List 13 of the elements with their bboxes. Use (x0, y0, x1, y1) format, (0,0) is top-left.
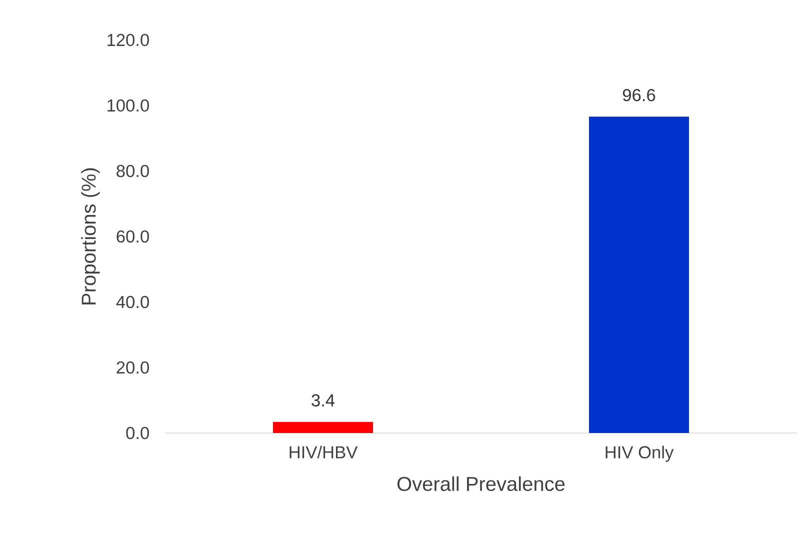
y-tick-label: 60.0 (116, 230, 149, 243)
y-tick-label: 20.0 (116, 361, 149, 374)
y-tick-label: 120.0 (108, 34, 149, 46)
data-label: 96.6 (622, 88, 656, 102)
y-tick-label: 80.0 (116, 164, 149, 178)
data-label: 3.4 (312, 394, 335, 406)
x-tick-label: HIV Only (606, 446, 674, 462)
x-tick-label: HIV/HBV (290, 446, 358, 458)
y-tick-label: 0.0 (126, 426, 149, 440)
y-tick-label: 100.0 (108, 99, 149, 112)
y-tick-label: 40.0 (116, 296, 149, 308)
x-axis-title: Overall Prevalence (397, 476, 565, 492)
y-axis-title: Proportions (%) (81, 168, 100, 304)
